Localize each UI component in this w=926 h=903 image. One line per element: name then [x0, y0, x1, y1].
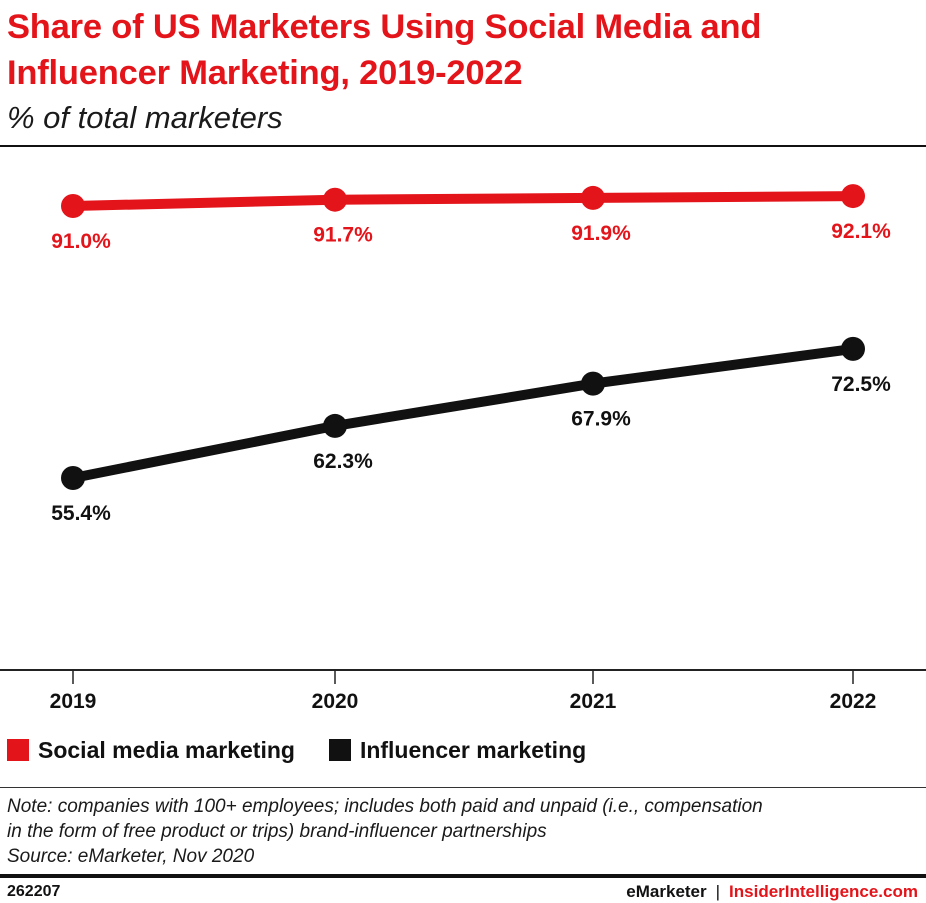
data-point-social-media-marketing-2022	[841, 184, 865, 209]
line-chart: 2019 2020 2021 2022 91.0% 91.7% 91.9% 92.1% 55.4…	[50, 184, 891, 713]
brand-separator: |	[715, 882, 721, 901]
series-line-influencer-marketing	[68, 343, 858, 483]
source-line: Source: eMarketer, Nov 2020	[7, 846, 255, 867]
data-label-influencer-marketing-2021: 67.9%	[571, 408, 631, 431]
footer-brand: eMarketer | InsiderIntelligence.com	[626, 882, 918, 902]
legend-item-influencer: Influencer marketing	[328, 736, 587, 764]
data-label-social-media-marketing-2021: 91.9%	[571, 222, 631, 245]
legend-divider	[0, 787, 926, 788]
legend-swatch-influencer	[328, 739, 351, 761]
legend-swatch-social-media	[7, 739, 29, 761]
data-label-influencer-marketing-2020: 62.3%	[313, 450, 373, 473]
data-point-social-media-marketing-2021	[581, 185, 605, 210]
x-axis-line	[0, 669, 926, 671]
legend-label-influencer: Influencer marketing	[359, 736, 587, 763]
brand-emarketer: eMarketer	[626, 882, 707, 901]
chart-id: 262207	[7, 883, 61, 900]
series-line-social-media-marketing	[68, 191, 858, 211]
x-tick-label-2022: 2022	[830, 690, 877, 713]
data-point-social-media-marketing-2020	[323, 187, 347, 212]
x-tick-label-2020: 2020	[312, 690, 359, 713]
data-label-influencer-marketing-2022: 72.5%	[831, 373, 891, 396]
chart-title: Share of US Marketers Using Social Media…	[7, 8, 762, 92]
brand-insiderintelligence-link[interactable]: InsiderIntelligence.com	[729, 882, 918, 901]
data-point-social-media-marketing-2019	[61, 194, 85, 218]
data-label-influencer-marketing-2019: 55.4%	[51, 502, 111, 525]
legend-item-social-media: Social media marketing	[7, 737, 295, 764]
chart-subtitle: % of total marketers	[7, 100, 283, 135]
data-label-social-media-marketing-2019: 91.0%	[51, 230, 111, 253]
note-line-1: Note: companies with 100+ employees; inc…	[7, 796, 763, 817]
x-tick-label-2021: 2021	[570, 690, 617, 713]
data-point-influencer-marketing-2021	[581, 371, 605, 396]
data-point-influencer-marketing-2022	[841, 336, 865, 361]
data-point-influencer-marketing-2019	[61, 466, 85, 490]
data-point-influencer-marketing-2020	[323, 413, 347, 438]
data-label-social-media-marketing-2022: 92.1%	[831, 220, 891, 243]
x-tick-label-2019: 2019	[50, 690, 97, 713]
bottom-divider	[0, 874, 926, 878]
note-line-2: in the form of free product or trips) br…	[7, 821, 547, 842]
chart-note: Note: companies with 100+ employees; inc…	[7, 794, 917, 869]
legend-label-social-media: Social media marketing	[38, 736, 295, 763]
top-divider	[0, 145, 926, 147]
data-label-social-media-marketing-2020: 91.7%	[313, 224, 373, 247]
legend: Social media marketing Influencer market…	[7, 733, 620, 767]
